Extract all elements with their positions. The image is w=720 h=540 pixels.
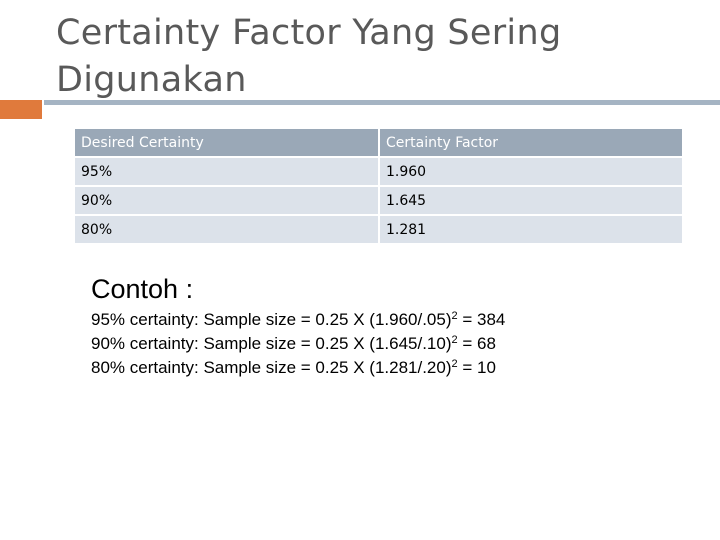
cell-certainty-factor: 1.645	[378, 185, 684, 216]
header-certainty-factor: Certainty Factor	[378, 127, 684, 158]
exponent: 2	[451, 310, 458, 322]
example-result: = 10	[457, 358, 496, 377]
cell-desired-certainty: 95%	[73, 156, 380, 187]
example-result: = 384	[457, 310, 506, 329]
example-line: 80% certainty: Sample size = 0.25 X (1.2…	[91, 356, 505, 380]
example-result: = 68	[457, 334, 496, 353]
table-header-row: Desired Certainty Certainty Factor	[73, 127, 684, 158]
example-line: 95% certainty: Sample size = 0.25 X (1.9…	[91, 308, 505, 332]
cell-desired-certainty: 80%	[73, 214, 380, 245]
example-calculations: 95% certainty: Sample size = 0.25 X (1.9…	[91, 308, 505, 380]
table-row: 95% 1.960	[73, 156, 684, 187]
example-formula: 90% certainty: Sample size = 0.25 X (1.6…	[91, 334, 452, 353]
exponent: 2	[451, 334, 458, 346]
example-line: 90% certainty: Sample size = 0.25 X (1.6…	[91, 332, 505, 356]
table-row: 80% 1.281	[73, 214, 684, 245]
slide-title: Certainty Factor Yang Sering Digunakan	[56, 13, 562, 100]
cell-certainty-factor: 1.281	[378, 214, 684, 245]
certainty-table: Desired Certainty Certainty Factor 95% 1…	[73, 127, 684, 245]
cell-desired-certainty: 90%	[73, 185, 380, 216]
cell-certainty-factor: 1.960	[378, 156, 684, 187]
table-row: 90% 1.645	[73, 185, 684, 216]
title-divider-bar	[44, 100, 720, 105]
exponent: 2	[451, 358, 458, 370]
example-heading: Contoh :	[91, 274, 194, 304]
example-formula: 80% certainty: Sample size = 0.25 X (1.2…	[91, 358, 452, 377]
header-desired-certainty: Desired Certainty	[73, 127, 380, 158]
title-accent-block	[0, 100, 42, 119]
example-formula: 95% certainty: Sample size = 0.25 X (1.9…	[91, 310, 452, 329]
